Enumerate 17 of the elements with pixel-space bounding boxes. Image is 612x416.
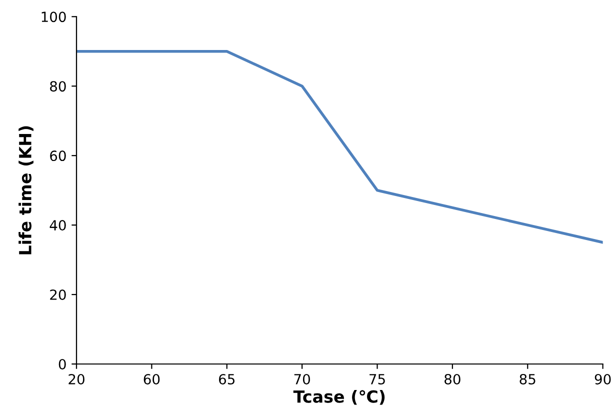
x-tick-label: 65	[219, 374, 234, 384]
y-tick-label: 40	[50, 220, 66, 231]
x-tick-label: 80	[444, 374, 460, 384]
x-tick-label: 60	[144, 374, 160, 384]
x-axis-title: Tcase (℃)	[293, 390, 385, 405]
x-tick-label: 70	[294, 374, 310, 384]
x-tick-label: 90	[594, 374, 611, 384]
y-tick-label: 100	[42, 12, 66, 22]
y-axis-title: Life time (KH)	[18, 126, 34, 254]
x-tick-label: 75	[370, 374, 385, 384]
y-tick-label: 60	[50, 150, 66, 162]
x-tick-label: 20	[68, 374, 84, 384]
x-tick-label: 85	[520, 374, 536, 384]
y-tick-label: 0	[58, 358, 66, 370]
y-tick-label: 80	[50, 81, 66, 92]
y-tick-label: 20	[50, 289, 66, 300]
line-series	[76, 50, 603, 244]
